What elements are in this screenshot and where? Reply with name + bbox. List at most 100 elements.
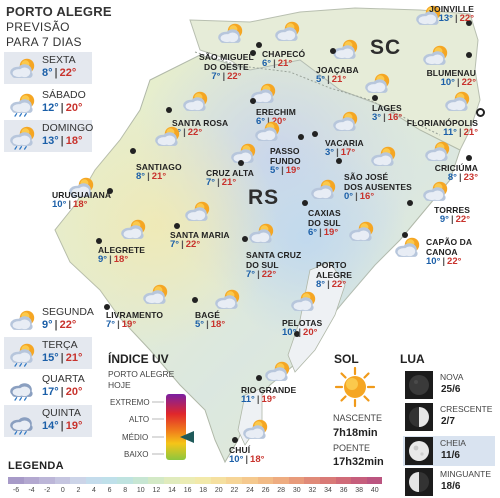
temp-separator: | <box>68 199 72 210</box>
city-name: CANOA <box>426 247 458 257</box>
min-temp: 6° <box>256 116 266 127</box>
uv-current-marker <box>180 431 194 443</box>
city-temps: 6° | 19° <box>308 228 341 238</box>
city-location-marker <box>192 297 198 303</box>
max-temp: 18° <box>73 199 88 210</box>
max-temp: 21° <box>277 58 293 69</box>
city-name: DO SUL <box>246 260 279 270</box>
legend-color-cell <box>117 477 133 484</box>
legend-tick-label: 4 <box>92 487 96 494</box>
max-temp: 22° <box>187 127 203 138</box>
city-label: PORTO ALEGRE 8° | 22° <box>316 260 352 290</box>
partly-cloudy-icon <box>121 219 146 239</box>
max-temp: 21° <box>65 352 83 364</box>
city-temps: 3° | 16° <box>372 113 402 123</box>
city-name: URUGUAIANA <box>52 190 112 200</box>
city-location-marker <box>298 134 304 140</box>
city-location-marker <box>402 232 408 238</box>
city-name: LAGES <box>372 103 402 113</box>
last-quarter-moon-icon <box>405 468 433 496</box>
temp-separator: | <box>442 256 446 267</box>
max-temp: 19° <box>323 227 339 238</box>
min-temp: 10° <box>282 327 297 338</box>
min-temp: 7° <box>206 177 216 188</box>
city-temps: 10° | 20° <box>282 328 322 338</box>
min-temp: 13° <box>42 135 59 147</box>
city-temps: 6° | 21° <box>262 59 305 69</box>
legend-color-cell <box>351 477 367 484</box>
city-name: JOINVILLE <box>429 4 474 14</box>
forecast-day-4: TERÇA 15° | 21° <box>4 337 92 369</box>
city-label: SANTA MARIA 7° | 22° <box>170 230 230 250</box>
city-name: CAXIAS <box>308 208 341 218</box>
city-temps: 5° | 21° <box>316 75 359 85</box>
max-temp: 22° <box>227 71 242 82</box>
city-location-marker <box>130 148 136 154</box>
partly-cloudy-icon <box>333 111 358 131</box>
city-label: JOINVILLE 13° | 22° <box>429 4 474 24</box>
partly-cloudy-icon <box>251 83 276 103</box>
forecast-day-temps: 14° | 19° <box>42 420 82 432</box>
city-label: VACARIA 3° | 17° <box>325 138 364 158</box>
max-temp: 22° <box>455 214 470 225</box>
city-location-marker <box>96 238 102 244</box>
min-temp: 3° <box>372 112 382 123</box>
forecast-day-temps: 13° | 18° <box>42 135 82 147</box>
partly-cloudy-icon <box>231 143 256 163</box>
sun-title: SOL <box>334 352 359 366</box>
partly-cloudy-icon <box>423 45 448 65</box>
legend-tick-label: 8 <box>123 487 128 494</box>
max-temp: 22° <box>461 77 476 88</box>
legend-tick-label: 22 <box>230 487 239 494</box>
legend-tick-label: -6 <box>12 487 20 494</box>
legend-color-cell <box>54 477 71 484</box>
legend-tick-label: 16 <box>183 487 192 494</box>
city-location-marker <box>250 98 256 104</box>
city-label: CRICIÚMA 8° | 23° <box>435 163 478 183</box>
legend-tick-label: 12 <box>152 487 161 494</box>
uv-scale <box>152 394 194 460</box>
city-label: CAPÃO DA CANOA 10° | 22° <box>426 237 472 267</box>
max-temp: 22° <box>59 319 77 331</box>
forecast-day-name: QUINTA <box>42 407 81 419</box>
temp-separator: | <box>383 112 386 123</box>
temp-separator: | <box>298 327 302 338</box>
moon-phase-row: NOVA 25/6 <box>403 370 495 400</box>
forecast-day-temps: 15° | 21° <box>42 352 82 364</box>
partly-cloudy-icon <box>275 21 300 41</box>
legend-tick-label: 34 <box>324 487 332 494</box>
city-label: CRUZ ALTA 7° | 21° <box>206 168 254 188</box>
city-temps: 10° | 22° <box>427 78 476 88</box>
city-location-marker <box>242 236 248 242</box>
city-temps: 13° | 22° <box>429 14 474 24</box>
temp-separator: | <box>222 71 226 82</box>
min-temp: 10° <box>440 77 455 88</box>
city-label: URUGUAIANA 10° | 18° <box>52 190 111 210</box>
city-location-marker <box>466 20 472 26</box>
legend-color-cell <box>210 477 227 484</box>
partly-cloudy-icon <box>69 177 94 197</box>
max-temp: 22° <box>261 269 277 280</box>
min-temp: 0° <box>344 191 354 202</box>
city-label: BLUMENAU 10° | 22° <box>427 68 476 88</box>
city-location-marker <box>250 50 256 56</box>
max-temp: 22° <box>59 67 77 79</box>
moon-phase-row: CHEIA 11/6 <box>403 436 495 466</box>
min-temp: 7° <box>211 71 221 82</box>
city-location-marker <box>256 375 262 381</box>
legend-tick-label: 38 <box>355 487 364 494</box>
forecast-day-temps: 8° | 22° <box>42 67 76 79</box>
legend-color-cell <box>366 477 383 484</box>
partly-cloudy-icon <box>10 58 35 78</box>
city-temps: 8° | 22° <box>316 280 352 290</box>
max-temp: 18° <box>65 135 83 147</box>
partly-cloudy-icon <box>143 284 168 304</box>
uv-level-extremo: EXTREMO <box>110 398 150 407</box>
city-name: PORTO <box>316 260 347 270</box>
forecast-day-name: SEGUNDA <box>42 306 94 318</box>
max-temp: 21° <box>151 171 167 182</box>
city-name: ALEGRETE <box>98 245 146 255</box>
max-temp: 21° <box>463 127 478 138</box>
forecast-day-temps: 17° | 20° <box>42 386 82 398</box>
partly-cloudy-icon <box>215 289 240 309</box>
